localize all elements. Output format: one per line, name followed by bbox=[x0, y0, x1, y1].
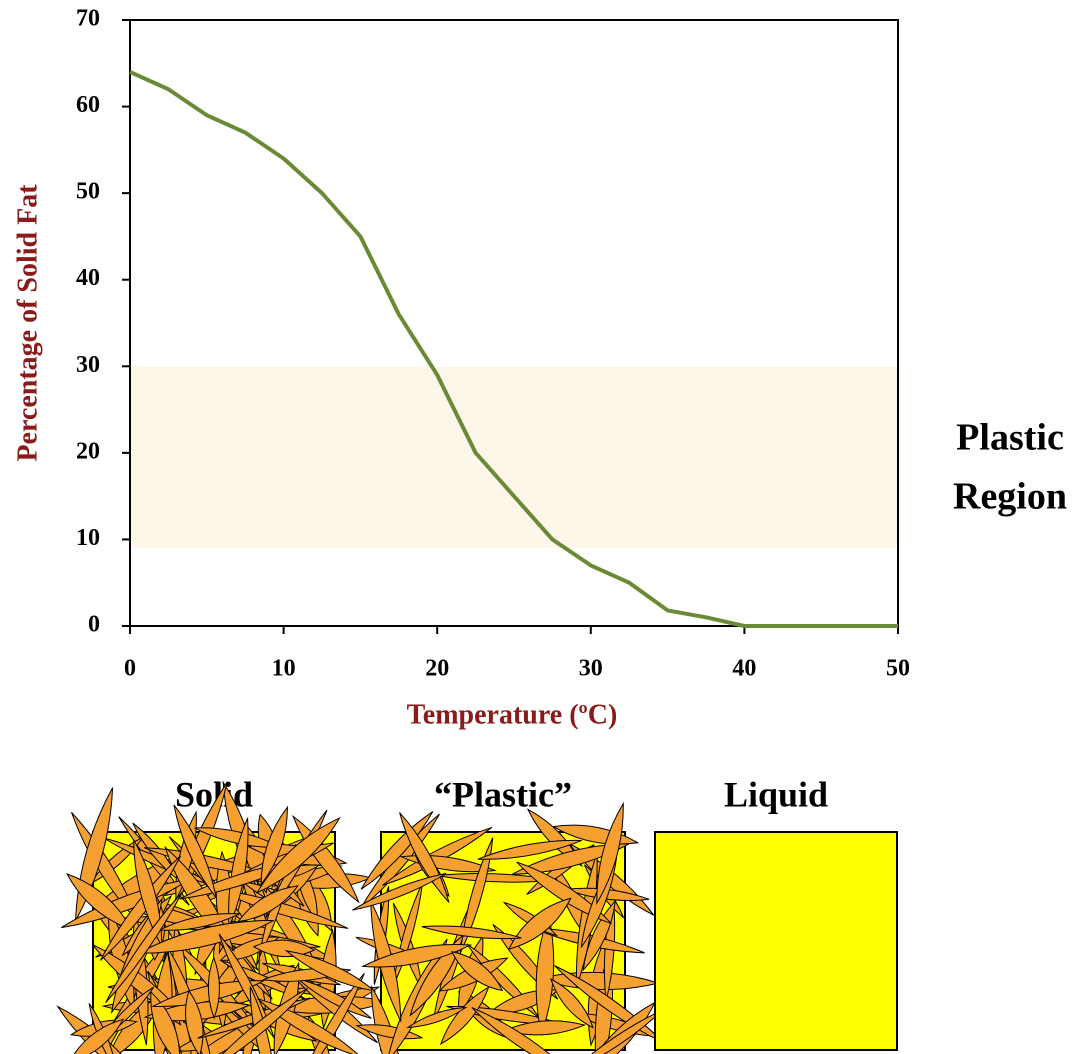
y-tick-label: 40 bbox=[76, 265, 100, 291]
panel-box bbox=[655, 832, 897, 1050]
annotation: Region bbox=[953, 476, 1067, 518]
y-tick-label: 60 bbox=[76, 92, 100, 118]
plastic-band bbox=[131, 366, 897, 548]
y-tick-label: 10 bbox=[76, 525, 100, 551]
annotation: Plastic bbox=[956, 417, 1064, 459]
x-tick-label: 10 bbox=[272, 656, 296, 682]
y-tick-label: 30 bbox=[76, 352, 100, 378]
x-tick-label: 0 bbox=[124, 656, 136, 682]
y-axis-label: Percentage of Solid Fat bbox=[12, 184, 43, 462]
x-axis-label: Temperature (ºC) bbox=[407, 699, 618, 730]
y-tick-label: 70 bbox=[76, 6, 100, 32]
y-tick-label: 50 bbox=[76, 179, 100, 205]
x-tick-label: 30 bbox=[579, 656, 603, 682]
panel-label: Liquid bbox=[724, 774, 828, 814]
y-tick-label: 0 bbox=[88, 612, 100, 638]
panel-label: “Plastic” bbox=[434, 774, 572, 814]
x-tick-label: 50 bbox=[886, 656, 910, 682]
x-tick-label: 20 bbox=[425, 656, 449, 682]
y-tick-label: 20 bbox=[76, 438, 100, 464]
x-tick-label: 40 bbox=[732, 656, 756, 682]
page: Temperature (ºC) Percentage of Solid Fat… bbox=[0, 0, 1084, 1054]
